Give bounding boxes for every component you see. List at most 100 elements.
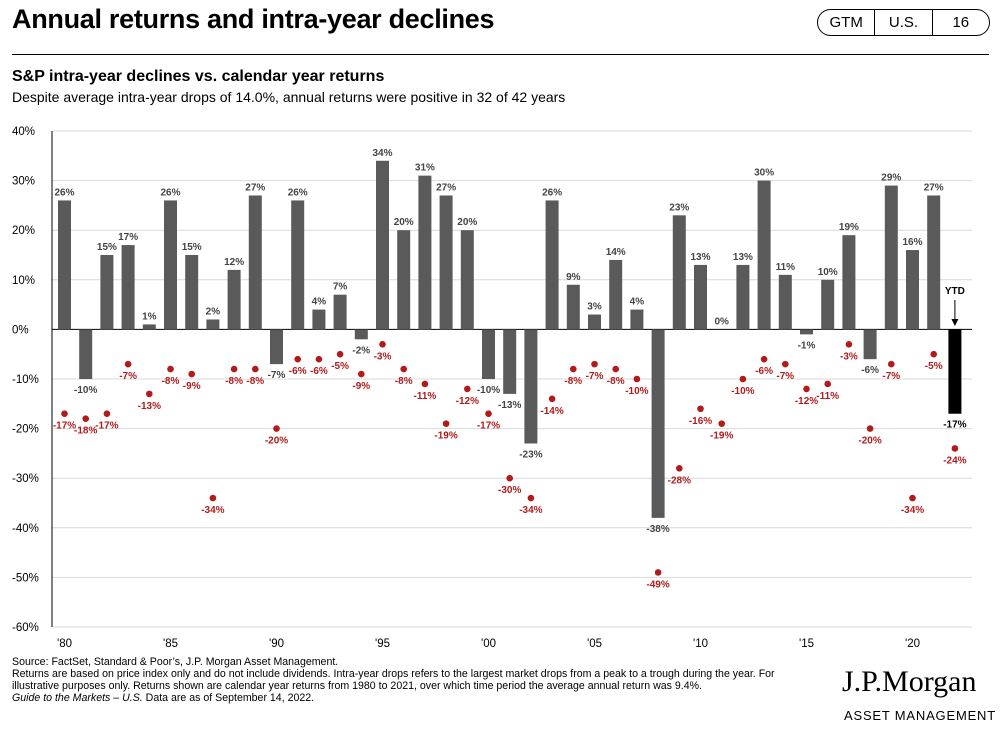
- decline-dot: [803, 385, 810, 393]
- return-label: -2%: [352, 345, 370, 356]
- decline-label: -20%: [265, 436, 288, 447]
- y-tick-label: 30%: [12, 176, 35, 188]
- return-bar: [927, 195, 941, 330]
- decline-label: -12%: [456, 396, 479, 407]
- return-label: 15%: [182, 242, 202, 253]
- decline-label: -28%: [668, 475, 691, 486]
- return-bar: [524, 329, 538, 444]
- decline-dot: [866, 425, 874, 432]
- return-label: -13%: [498, 400, 521, 411]
- decline-dot: [909, 494, 916, 502]
- decline-label: -11%: [816, 391, 839, 402]
- return-label: 26%: [54, 187, 74, 198]
- return-bar: [397, 230, 411, 330]
- x-tick-label: '10: [693, 638, 708, 650]
- return-label: 16%: [902, 237, 922, 248]
- y-tick-label: -20%: [12, 424, 39, 436]
- return-label: 26%: [542, 187, 562, 198]
- decline-label: -17%: [95, 421, 118, 432]
- decline-label: -20%: [858, 436, 881, 447]
- return-bar: [354, 329, 368, 340]
- badge-page-number: 16: [931, 10, 989, 35]
- return-bar: [609, 259, 623, 330]
- x-tick-label: '85: [163, 638, 178, 650]
- return-bar: [736, 264, 750, 330]
- decline-dot: [676, 464, 683, 472]
- x-tick-label: '20: [905, 638, 920, 650]
- jpmorgan-logo: J.P.Morgan: [842, 665, 977, 698]
- decline-dot: [188, 370, 195, 378]
- return-bar: [185, 255, 199, 330]
- guide-title: Guide to the Markets – U.S.: [12, 692, 143, 704]
- return-label: 27%: [245, 182, 265, 193]
- return-bar: [630, 309, 644, 330]
- decline-label: -12%: [795, 396, 818, 407]
- decline-dot: [888, 360, 895, 368]
- decline-dot: [633, 375, 641, 383]
- decline-label: -18%: [74, 426, 97, 437]
- y-tick-label: 20%: [12, 225, 35, 237]
- y-tick-label: 10%: [12, 275, 35, 287]
- decline-dot: [548, 395, 556, 403]
- ytd-label: YTD: [945, 286, 965, 297]
- decline-label: -16%: [689, 416, 712, 427]
- decline-dot: [951, 445, 959, 452]
- decline-label: -14%: [540, 406, 563, 417]
- footnote-date: Guide to the Markets – U.S. Data are as …: [12, 692, 812, 704]
- return-label: 11%: [776, 262, 796, 273]
- return-label: 27%: [436, 182, 456, 193]
- decline-label: -8%: [395, 376, 413, 387]
- decline-label: -5%: [925, 361, 943, 372]
- decline-label: -17%: [477, 421, 500, 432]
- return-label: -1%: [798, 340, 816, 351]
- return-label: 0%: [714, 316, 729, 327]
- return-bar: [672, 215, 686, 330]
- decline-dot: [464, 385, 471, 393]
- decline-dot: [824, 380, 831, 388]
- return-label: 34%: [372, 148, 392, 159]
- return-bar: [566, 284, 580, 330]
- return-bar: [121, 245, 135, 330]
- decline-label: -8%: [162, 376, 180, 387]
- return-label: -10%: [477, 385, 500, 396]
- return-bar: [333, 294, 347, 330]
- return-label: 9%: [566, 272, 581, 283]
- decline-label: -8%: [607, 376, 625, 387]
- return-label: 27%: [924, 182, 944, 193]
- decline-label: -34%: [901, 505, 924, 516]
- x-tick-label: '95: [375, 638, 390, 650]
- return-bar: [694, 264, 707, 330]
- return-bar: [227, 269, 241, 330]
- y-tick-label: -40%: [12, 523, 39, 535]
- return-bar: [821, 279, 835, 330]
- decline-dot: [167, 365, 174, 373]
- decline-label: -8%: [225, 376, 243, 387]
- chart-subtitle: Despite average intra-year drops of 14.0…: [12, 89, 566, 105]
- return-bar: [651, 329, 665, 518]
- logo-subtitle: ASSET MANAGEMENT: [844, 708, 996, 723]
- return-bar: [164, 200, 177, 330]
- return-label: -10%: [74, 385, 97, 396]
- return-label: 26%: [160, 187, 180, 198]
- y-tick-label: -50%: [12, 572, 39, 584]
- decline-dot: [209, 494, 217, 502]
- decline-label: -17%: [53, 421, 76, 432]
- decline-dot: [103, 410, 111, 418]
- return-bar: [482, 329, 495, 379]
- return-bar: [906, 250, 919, 330]
- return-label: -6%: [861, 365, 879, 376]
- return-bar: [545, 200, 559, 330]
- decline-dot: [252, 365, 259, 373]
- decline-label: -9%: [183, 381, 201, 392]
- decline-dot: [146, 390, 153, 398]
- return-bar: [884, 185, 898, 330]
- decline-label: -7%: [119, 371, 137, 382]
- guide-badge: GTM U.S. 16: [817, 9, 990, 36]
- return-label: 10%: [818, 267, 838, 278]
- decline-dot: [697, 405, 704, 413]
- chart-title: S&P intra-year declines vs. calendar yea…: [12, 68, 385, 85]
- decline-dot: [294, 355, 302, 363]
- x-tick-label: '05: [587, 638, 602, 650]
- return-bar: [439, 195, 453, 330]
- return-label: -7%: [268, 370, 286, 381]
